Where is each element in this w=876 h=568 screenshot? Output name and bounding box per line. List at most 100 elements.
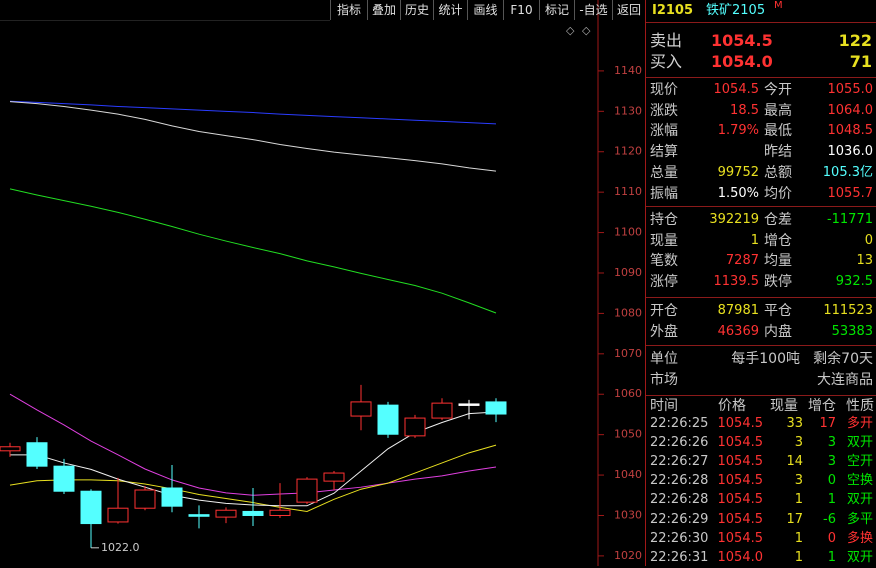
- y-tick-label: 1030: [614, 508, 642, 521]
- candle-body: [485, 401, 507, 415]
- y-tick-label: 1050: [614, 428, 642, 441]
- quote-label: 笔数: [650, 253, 678, 270]
- candle-body: [26, 442, 48, 467]
- trade-volume: 1: [794, 530, 803, 546]
- quote-label: 昨结: [764, 144, 792, 161]
- quote-label: 仓差: [764, 212, 792, 228]
- quote-value: 932.5: [835, 274, 873, 290]
- candle-body: [269, 509, 291, 516]
- quote-label: 内盘: [764, 323, 792, 340]
- trade-kind: 空换: [846, 473, 873, 489]
- trade-kind: 双开: [846, 549, 873, 565]
- quote-value: 13: [856, 253, 873, 269]
- book-volume: 122: [838, 31, 872, 50]
- quote-value: 1139.5: [713, 274, 760, 290]
- trade-volume: 33: [786, 416, 803, 431]
- quote-label: 平仓: [764, 303, 792, 319]
- quote-label: 均价: [764, 185, 792, 202]
- trade-change: 0: [827, 473, 836, 489]
- quote-label: 总量: [650, 164, 678, 181]
- toolbar-button[interactable]: 标记: [539, 0, 574, 20]
- trade-kind: 双开: [846, 492, 873, 508]
- separator: [646, 395, 876, 396]
- trade-time: 22:26:30: [650, 530, 709, 546]
- quote-value: 1: [750, 232, 759, 248]
- quote-value: 1054.5: [713, 82, 760, 97]
- moving-average: [9, 101, 497, 172]
- trade-change: 1: [827, 492, 836, 508]
- trade-change: -6: [823, 511, 836, 527]
- quote-label: 涨跌: [650, 102, 678, 119]
- quote-value: 99752: [717, 164, 759, 180]
- trade-volume: 3: [794, 435, 803, 451]
- toolbar-button[interactable]: 指标: [330, 0, 367, 20]
- trade-change: 3: [827, 454, 836, 470]
- candle-body: [458, 403, 480, 406]
- trade-time: 22:26:27: [650, 454, 709, 470]
- quote-label: 最高: [764, 102, 792, 119]
- candle-body: [350, 401, 372, 417]
- quote-label: 最低: [764, 123, 792, 140]
- quote-value: -11771: [826, 212, 873, 227]
- toolbar-button[interactable]: F10: [503, 0, 539, 20]
- quote-label: 振幅: [650, 185, 678, 202]
- trade-change: 0: [827, 530, 836, 546]
- quote-label: 现价: [650, 82, 678, 98]
- panel-border: [645, 0, 646, 566]
- candle-body: [80, 490, 102, 525]
- candle-body: [188, 514, 210, 517]
- quote-label: 外盘: [650, 323, 678, 340]
- toolbar-button[interactable]: 叠加: [367, 0, 400, 20]
- quote-value: 1055.0: [827, 82, 874, 97]
- quote-value: 1048.5: [827, 123, 874, 139]
- trade-change: 3: [827, 435, 836, 451]
- quote-label: 开仓: [650, 303, 678, 319]
- separator: [646, 77, 876, 78]
- quote-value: 0: [864, 232, 873, 248]
- candle-body: [0, 446, 21, 452]
- separator: [646, 206, 876, 207]
- trade-kind: 多换: [846, 530, 873, 546]
- trade-price: 1054.5: [717, 473, 764, 489]
- y-tick-label: 1040: [614, 468, 642, 481]
- quote-value: 53383: [831, 323, 873, 339]
- y-tick-label: 1060: [614, 387, 642, 400]
- icon[interactable]: ◇: [566, 24, 575, 37]
- quote-label: 涨停: [650, 274, 678, 291]
- y-tick-label: 1090: [614, 266, 642, 279]
- candle-body: [404, 417, 426, 437]
- info-label: 市场: [650, 371, 678, 388]
- separator: [646, 345, 876, 346]
- toolbar-button[interactable]: 统计: [433, 0, 467, 20]
- y-tick-label: 1120: [614, 145, 642, 158]
- trade-kind: 空开: [846, 454, 873, 470]
- price-chart: ◇ ◇ 1140 1130 1120 1110 1100 1090 1080 1070 1060…: [0, 0, 642, 566]
- instrument-code: I2105: [652, 3, 694, 18]
- quote-label: 涨幅: [650, 123, 678, 140]
- trade-kind: 多开: [846, 416, 873, 431]
- book-volume: 71: [849, 52, 872, 71]
- quote-label: 结算: [650, 144, 678, 161]
- toolbar-button[interactable]: -自选: [574, 0, 612, 20]
- separator: [646, 22, 876, 23]
- quote-value: 7287: [725, 253, 759, 269]
- quote-value: 111523: [823, 303, 873, 318]
- trade-header: 时间: [650, 398, 678, 414]
- quote-label: 现量: [650, 232, 678, 249]
- toolbar-button[interactable]: 画线: [467, 0, 503, 20]
- candle-body: [431, 402, 453, 419]
- trade-volume: 17: [786, 511, 803, 527]
- moving-average: [9, 188, 497, 314]
- trade-time: 22:26:28: [650, 473, 709, 489]
- y-tick-label: 1100: [614, 226, 642, 239]
- trade-price: 1054.5: [717, 492, 764, 508]
- toolbar-button[interactable]: 返回: [612, 0, 645, 20]
- y-tick-label: 1020: [614, 549, 642, 562]
- icon[interactable]: ◇: [582, 24, 591, 37]
- toolbar-button[interactable]: 历史: [400, 0, 433, 20]
- book-price: 1054.5: [711, 31, 773, 50]
- trade-header: 性质: [846, 398, 874, 414]
- candle-body: [323, 472, 345, 482]
- instrument-flag: M: [774, 0, 783, 11]
